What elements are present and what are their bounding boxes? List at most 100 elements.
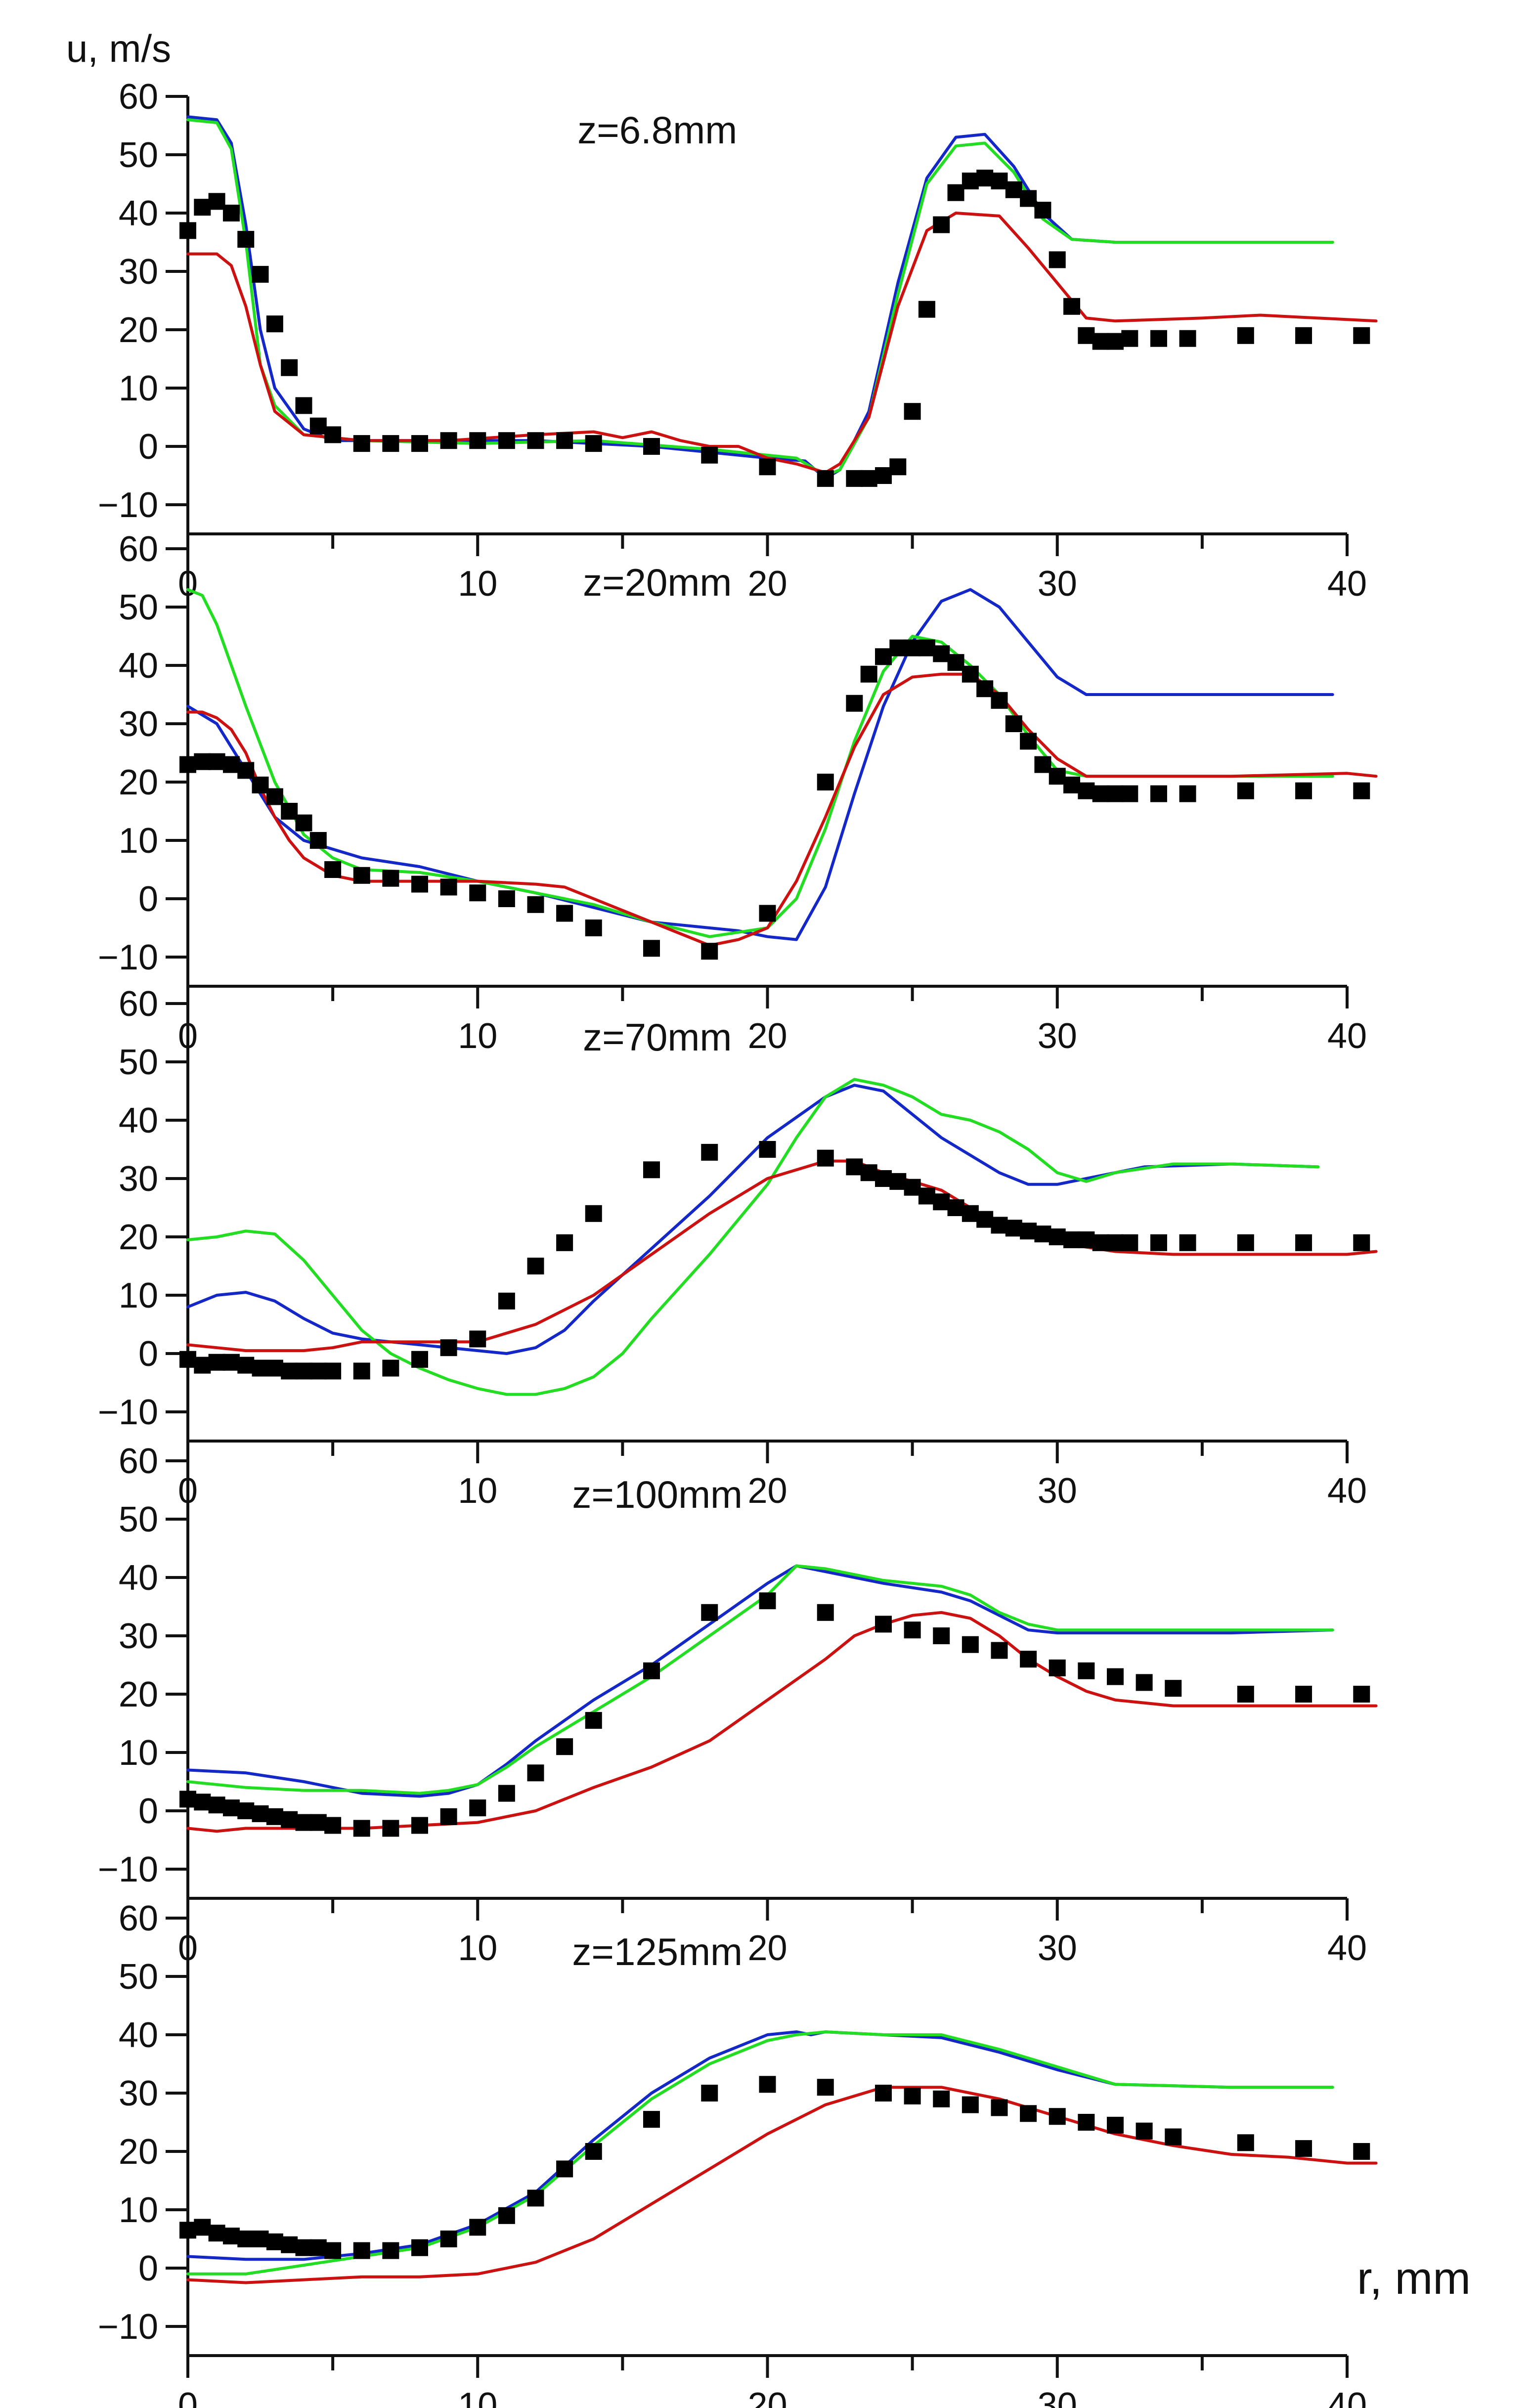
data-point — [1020, 1651, 1037, 1668]
data-point — [1020, 2105, 1037, 2122]
data-point — [1063, 776, 1081, 793]
data-point — [266, 788, 283, 805]
y-tick-label: 60 — [119, 1899, 158, 1938]
y-tick-label: 40 — [119, 1558, 158, 1598]
y-tick-label: 40 — [119, 646, 158, 686]
data-point — [309, 2239, 327, 2256]
data-point — [440, 2231, 457, 2247]
data-point — [498, 890, 515, 907]
data-point — [759, 1141, 776, 1158]
data-point — [759, 458, 776, 476]
data-point — [411, 1351, 428, 1368]
data-point — [1150, 330, 1167, 347]
y-tick-label: −10 — [98, 938, 158, 977]
data-point — [266, 1359, 283, 1377]
data-point — [208, 753, 225, 770]
y-tick-label: 0 — [138, 1792, 158, 1831]
y-tick-label: 20 — [119, 2132, 158, 2172]
data-point — [817, 1604, 834, 1621]
data-point — [701, 1143, 718, 1161]
data-point — [281, 359, 298, 376]
y-tick-label: 20 — [119, 1218, 158, 1257]
x-tick-label: 20 — [747, 2386, 787, 2408]
data-point — [1150, 1234, 1167, 1251]
x-tick-label: 30 — [1038, 564, 1077, 604]
x-tick-label: 30 — [1038, 2386, 1077, 2408]
data-point — [222, 205, 240, 221]
data-point — [585, 2143, 602, 2160]
data-point — [643, 940, 660, 957]
x-axis-label: r, mm — [1357, 2253, 1471, 2304]
data-point — [498, 2207, 515, 2224]
data-point — [817, 470, 834, 487]
data-point — [1237, 1686, 1254, 1703]
data-point — [1063, 1231, 1081, 1248]
data-point — [918, 639, 935, 657]
data-point — [701, 943, 718, 960]
data-point — [527, 1764, 544, 1782]
data-point — [976, 170, 994, 187]
data-point — [222, 1799, 240, 1817]
data-point — [701, 446, 718, 464]
data-point — [411, 435, 428, 452]
data-point — [1295, 1234, 1312, 1251]
x-tick-label: 40 — [1327, 2386, 1367, 2408]
data-point — [846, 695, 863, 712]
data-point — [281, 803, 298, 820]
data-point — [962, 173, 979, 190]
data-point — [194, 2219, 211, 2236]
x-tick-label: 20 — [747, 564, 787, 604]
data-point — [585, 1712, 602, 1729]
data-point — [918, 301, 935, 318]
y-tick-label: 20 — [119, 763, 158, 802]
data-point — [933, 1627, 950, 1644]
x-tick-label: 20 — [747, 1016, 787, 1056]
data-point — [527, 896, 544, 913]
y-tick-label: −10 — [98, 1393, 158, 1432]
y-tick-label: 40 — [119, 1101, 158, 1140]
data-point — [933, 2090, 950, 2107]
y-tick-label: 0 — [138, 2249, 158, 2288]
series-line-blue — [186, 588, 1334, 941]
data-point — [222, 1354, 240, 1371]
data-point — [1020, 733, 1037, 750]
data-point — [918, 1187, 935, 1205]
data-point — [222, 2228, 240, 2245]
data-point — [1179, 330, 1196, 347]
data-point — [1020, 1223, 1037, 1240]
data-point — [469, 2219, 486, 2236]
series-line-red — [186, 1159, 1378, 1353]
data-point — [991, 692, 1008, 709]
data-point — [846, 1158, 863, 1176]
data-point — [933, 1193, 950, 1211]
y-tick-label: 10 — [119, 821, 158, 861]
data-point — [411, 1817, 428, 1834]
data-point — [1049, 1659, 1066, 1676]
data-point — [643, 1662, 660, 1679]
x-tick-label: 10 — [458, 564, 497, 604]
data-point — [469, 1330, 486, 1348]
data-point — [1005, 715, 1022, 732]
data-point — [1295, 1686, 1312, 1703]
data-point — [860, 470, 877, 487]
data-point — [237, 762, 255, 779]
x-tick-label: 30 — [1038, 1471, 1077, 1511]
data-point — [947, 184, 964, 201]
data-point — [237, 1802, 255, 1819]
y-tick-label: 50 — [119, 135, 158, 175]
x-tick-label: 40 — [1327, 564, 1367, 604]
data-point — [556, 1234, 573, 1251]
data-point — [1049, 251, 1066, 268]
y-tick-label: 60 — [119, 77, 158, 117]
data-point — [1353, 782, 1370, 799]
data-point — [889, 639, 907, 657]
data-point — [947, 654, 964, 671]
y-tick-label: 10 — [119, 2190, 158, 2230]
data-point — [252, 265, 269, 283]
data-point — [194, 753, 211, 770]
data-point — [556, 2160, 573, 2178]
data-point — [411, 876, 428, 893]
data-point — [1295, 2140, 1312, 2157]
